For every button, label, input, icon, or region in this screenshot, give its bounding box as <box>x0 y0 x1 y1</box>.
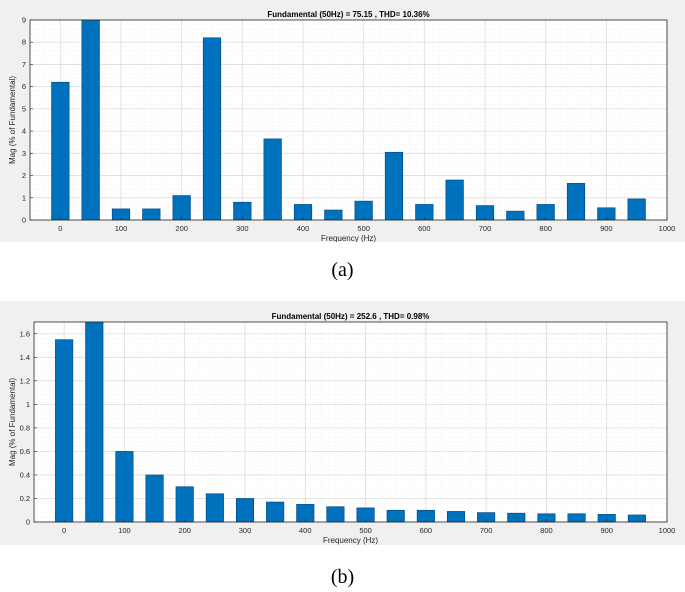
chart-a-x-tick-label: 0 <box>58 224 62 233</box>
chart-b-y-tick-label: 0.2 <box>20 494 30 503</box>
chart-b-x-tick-label: 500 <box>359 526 372 535</box>
chart-b-x-tick-label: 600 <box>420 526 433 535</box>
chart-a-bar-550hz <box>384 151 404 221</box>
chart-a-y-tick-label: 2 <box>22 171 26 180</box>
chart-b-y-tick-label: 0.8 <box>20 423 30 432</box>
chart-a-bar-0hz <box>51 81 70 221</box>
chart-a-x-tick-label: 700 <box>479 224 492 233</box>
chart-b-bar-450hz <box>326 506 345 523</box>
chart-a-y-tick-label: 3 <box>22 149 26 158</box>
chart-a-title: Fundamental (50Hz) = 75.15 , THD= 10.36% <box>267 10 429 19</box>
chart-b-y-tick-label: 1.6 <box>20 329 30 338</box>
chart-a-bar-450hz <box>324 209 343 221</box>
chart-a-y-tick-label: 8 <box>22 38 26 47</box>
chart-a-x-tick-label: 1000 <box>659 224 676 233</box>
chart-b-bar-350hz <box>266 501 285 523</box>
chart-b-bar-750hz <box>507 512 526 523</box>
chart-a-bar-200hz <box>172 195 191 221</box>
chart-b-y-tick-label: 0.4 <box>20 470 30 479</box>
chart-a-x-tick-label: 600 <box>418 224 431 233</box>
caption-a: (a) <box>331 259 354 281</box>
chart-b-x-tick-label: 200 <box>178 526 191 535</box>
chart-a-x-tick-label: 900 <box>600 224 613 233</box>
chart-b-bar-650hz <box>446 511 466 523</box>
chart-a-bar-750hz <box>506 210 525 221</box>
chart-a-x-tick-label: 800 <box>539 224 552 233</box>
harmonic-spectrum-chart-a: 0 100 200 300 400 500 600 700 800 900 1000 0 1 2 3 4 5 6 7… <box>8 10 676 242</box>
chart-b-bar-950hz <box>627 514 646 523</box>
chart-a-x-tick-label: 300 <box>236 224 249 233</box>
chart-a-y-axis-label: Mag (% of Fundamental) <box>8 76 17 164</box>
chart-b-bar-550hz <box>386 509 405 523</box>
chart-a-x-axis-label: Frequency (Hz) <box>321 234 376 242</box>
chart-b-bars <box>55 321 646 523</box>
chart-a-bar-50hz <box>81 19 100 221</box>
chart-b-x-tick-label: 0 <box>62 526 66 535</box>
chart-a-bars <box>51 19 646 221</box>
chart-b-y-tick-label: 1 <box>26 400 30 409</box>
chart-b-bar-250hz <box>205 493 224 523</box>
chart-b-axes-box <box>33 321 668 523</box>
chart-b-x-tick-label: 300 <box>239 526 252 535</box>
chart-a-x-tick-label: 100 <box>115 224 128 233</box>
chart-a-bar-850hz <box>566 183 586 221</box>
chart-b-x-tick-label: 900 <box>600 526 613 535</box>
chart-b-title: Fundamental (50Hz) = 252.6 , THD= 0.98% <box>272 312 430 321</box>
chart-b-x-tick-label: 1000 <box>659 526 676 535</box>
chart-a-y-tick-label: 5 <box>22 104 26 113</box>
chart-a-bar-250hz <box>202 37 222 221</box>
chart-b-bar-300hz <box>235 498 255 523</box>
chart-b-bar-50hz <box>85 321 104 523</box>
chart-b-y-tick-label: 0.6 <box>20 447 30 456</box>
chart-b-bar-150hz <box>145 474 164 523</box>
chart-b-x-axis-label: Frequency (Hz) <box>323 536 378 545</box>
chart-a-y-tick-label: 0 <box>22 216 26 225</box>
harmonic-spectrum-chart-b: 0 100 200 300 400 500 600 700 800 900 1000 0 0.2 0.4 0… <box>8 312 676 545</box>
chart-a-bar-350hz <box>263 138 282 221</box>
chart-b-bar-200hz <box>175 486 194 523</box>
caption-b: (b) <box>330 566 355 588</box>
chart-a-y-tick-label: 9 <box>22 16 26 25</box>
chart-b-x-tick-label: 100 <box>118 526 131 535</box>
chart-a-bar-650hz <box>445 179 464 221</box>
figure-panel-a: 0 100 200 300 400 500 600 700 800 900 1000 0 1 2 3 4 5 6 7… <box>0 0 685 242</box>
chart-a-x-tick-label: 400 <box>297 224 310 233</box>
chart-b-bar-0hz <box>55 339 74 523</box>
chart-a-y-tick-label: 6 <box>22 82 26 91</box>
chart-b-y-axis-label: Mag (% of Fundamental) <box>8 378 17 466</box>
chart-b-y-tick-label: 1.4 <box>20 353 30 362</box>
chart-a-x-tick-label: 500 <box>357 224 370 233</box>
chart-b-bar-100hz <box>115 451 134 523</box>
chart-b-x-tick-label: 800 <box>540 526 553 535</box>
chart-a-bar-150hz <box>142 208 161 221</box>
chart-a-axes-box <box>29 19 668 221</box>
chart-b-bar-850hz <box>567 513 586 523</box>
chart-a-bar-950hz <box>627 198 646 221</box>
chart-a-y-tick-label: 4 <box>22 127 26 136</box>
chart-b-x-tick-label: 700 <box>480 526 493 535</box>
chart-b-x-tick-label: 400 <box>299 526 312 535</box>
chart-b-y-tick-label: 1.2 <box>20 376 30 385</box>
chart-a-x-tick-label: 200 <box>175 224 188 233</box>
chart-b-y-tick-label: 0 <box>26 518 30 527</box>
figure-panel-b: 0 100 200 300 400 500 600 700 800 900 1000 0 0.2 0.4 0… <box>0 301 685 545</box>
chart-a-y-tick-label: 7 <box>22 60 26 69</box>
chart-a-y-tick-label: 1 <box>22 193 26 202</box>
